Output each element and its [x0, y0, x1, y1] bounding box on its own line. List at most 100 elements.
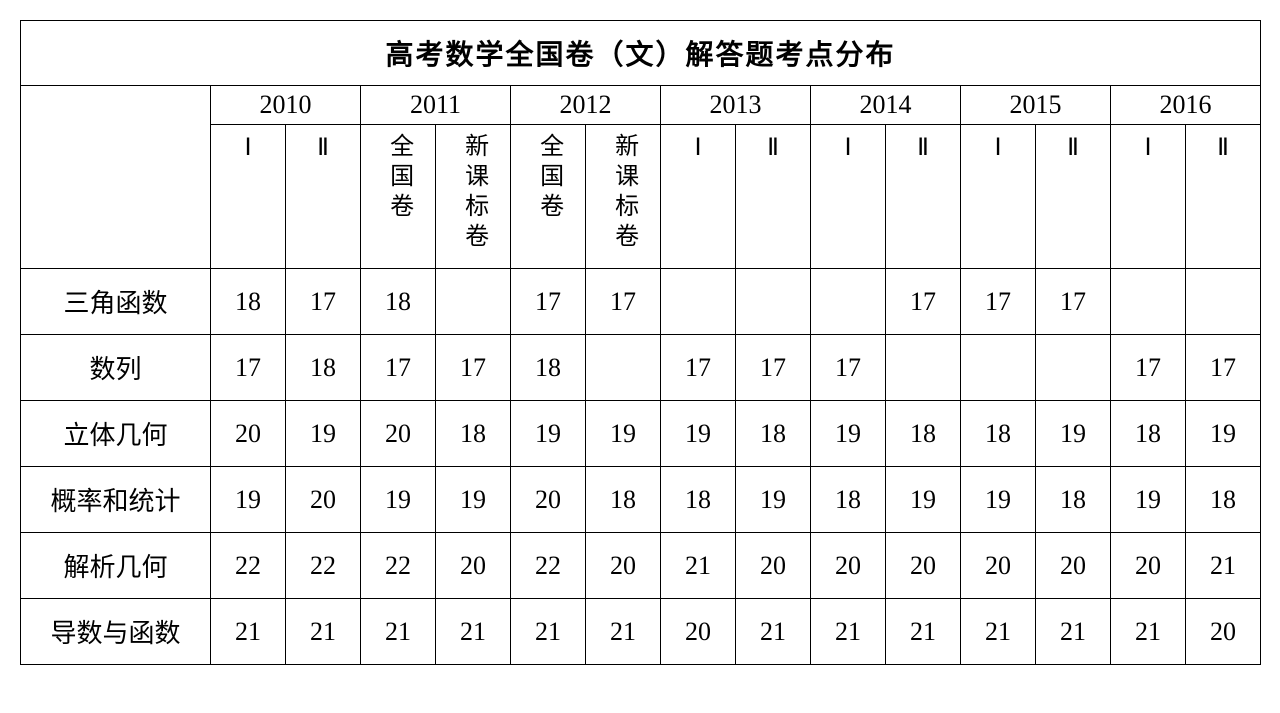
data-cell: 19 — [886, 467, 961, 533]
year-2013: 2013 — [661, 86, 811, 125]
data-cell: 21 — [586, 599, 661, 665]
data-cell: 19 — [586, 401, 661, 467]
data-cell: 18 — [1186, 467, 1261, 533]
table-body: 三角函数 18 17 18 17 17 17 17 17 数列 17 18 — [21, 269, 1261, 665]
year-2010: 2010 — [211, 86, 361, 125]
sub-2013-1: Ⅰ — [661, 125, 736, 269]
data-cell — [811, 269, 886, 335]
data-cell: 21 — [811, 599, 886, 665]
data-cell: 20 — [1111, 533, 1186, 599]
data-cell: 19 — [211, 467, 286, 533]
sub-2014-1: Ⅰ — [811, 125, 886, 269]
data-cell: 17 — [1036, 269, 1111, 335]
data-cell: 17 — [436, 335, 511, 401]
data-cell: 17 — [511, 269, 586, 335]
data-cell: 19 — [286, 401, 361, 467]
row-label-trig: 三角函数 — [21, 269, 211, 335]
data-cell: 19 — [661, 401, 736, 467]
row-label-sequence: 数列 — [21, 335, 211, 401]
row-label-probability: 概率和统计 — [21, 467, 211, 533]
data-cell: 17 — [586, 269, 661, 335]
data-cell: 17 — [961, 269, 1036, 335]
table-row: 三角函数 18 17 18 17 17 17 17 17 — [21, 269, 1261, 335]
data-cell: 20 — [361, 401, 436, 467]
data-cell — [736, 269, 811, 335]
sub-2015-2: Ⅱ — [1036, 125, 1111, 269]
data-cell: 19 — [961, 467, 1036, 533]
data-cell: 19 — [811, 401, 886, 467]
data-cell: 17 — [211, 335, 286, 401]
sub-2011-2: 新课标卷 — [436, 125, 511, 269]
sub-2015-1: Ⅰ — [961, 125, 1036, 269]
sub-2011-1: 全国卷 — [361, 125, 436, 269]
data-cell: 19 — [1036, 401, 1111, 467]
sub-2012-1: 全国卷 — [511, 125, 586, 269]
row-label-analytic-geometry: 解析几何 — [21, 533, 211, 599]
data-cell: 20 — [211, 401, 286, 467]
data-cell: 18 — [811, 467, 886, 533]
data-cell: 19 — [436, 467, 511, 533]
year-2014: 2014 — [811, 86, 961, 125]
data-cell — [586, 335, 661, 401]
data-cell: 18 — [211, 269, 286, 335]
sub-2014-2: Ⅱ — [886, 125, 961, 269]
data-cell: 21 — [211, 599, 286, 665]
data-cell: 21 — [286, 599, 361, 665]
data-cell: 21 — [1036, 599, 1111, 665]
data-cell: 19 — [511, 401, 586, 467]
data-cell: 17 — [1111, 335, 1186, 401]
data-cell: 18 — [661, 467, 736, 533]
data-cell: 20 — [286, 467, 361, 533]
data-cell: 21 — [736, 599, 811, 665]
sub-2010-2: Ⅱ — [286, 125, 361, 269]
data-cell: 17 — [661, 335, 736, 401]
data-cell: 20 — [511, 467, 586, 533]
data-cell: 22 — [286, 533, 361, 599]
data-cell: 21 — [511, 599, 586, 665]
data-cell: 19 — [1111, 467, 1186, 533]
data-cell: 21 — [436, 599, 511, 665]
data-cell: 20 — [811, 533, 886, 599]
data-cell — [886, 335, 961, 401]
data-cell: 22 — [361, 533, 436, 599]
data-cell: 21 — [361, 599, 436, 665]
row-label-derivative: 导数与函数 — [21, 599, 211, 665]
table-row: 概率和统计 19 20 19 19 20 18 18 19 18 19 19 1… — [21, 467, 1261, 533]
data-cell: 17 — [1186, 335, 1261, 401]
data-cell: 18 — [511, 335, 586, 401]
data-cell: 21 — [886, 599, 961, 665]
sub-2016-1: Ⅰ — [1111, 125, 1186, 269]
data-cell: 19 — [361, 467, 436, 533]
sub-2010-1: Ⅰ — [211, 125, 286, 269]
data-cell: 18 — [286, 335, 361, 401]
data-cell: 22 — [511, 533, 586, 599]
data-cell: 19 — [1186, 401, 1261, 467]
year-2016: 2016 — [1111, 86, 1261, 125]
data-cell: 21 — [661, 533, 736, 599]
data-cell: 18 — [886, 401, 961, 467]
data-cell — [436, 269, 511, 335]
data-cell: 18 — [436, 401, 511, 467]
data-cell — [1186, 269, 1261, 335]
year-2012: 2012 — [511, 86, 661, 125]
table-row: 导数与函数 21 21 21 21 21 21 20 21 21 21 21 2… — [21, 599, 1261, 665]
data-cell: 17 — [361, 335, 436, 401]
sub-2013-2: Ⅱ — [736, 125, 811, 269]
data-cell: 21 — [1186, 533, 1261, 599]
data-cell: 21 — [1111, 599, 1186, 665]
data-cell: 18 — [736, 401, 811, 467]
year-2011: 2011 — [361, 86, 511, 125]
exam-topics-table: 高考数学全国卷（文）解答题考点分布 2010 2011 2012 2013 20… — [20, 20, 1261, 665]
data-cell: 17 — [886, 269, 961, 335]
data-cell: 21 — [961, 599, 1036, 665]
data-cell: 20 — [661, 599, 736, 665]
table-row: 数列 17 18 17 17 18 17 17 17 17 17 — [21, 335, 1261, 401]
data-cell: 20 — [586, 533, 661, 599]
data-cell — [1036, 335, 1111, 401]
sub-2016-2: Ⅱ — [1186, 125, 1261, 269]
data-cell: 20 — [736, 533, 811, 599]
data-cell: 22 — [211, 533, 286, 599]
data-cell: 20 — [1186, 599, 1261, 665]
data-cell — [1111, 269, 1186, 335]
title-row: 高考数学全国卷（文）解答题考点分布 — [21, 21, 1261, 86]
